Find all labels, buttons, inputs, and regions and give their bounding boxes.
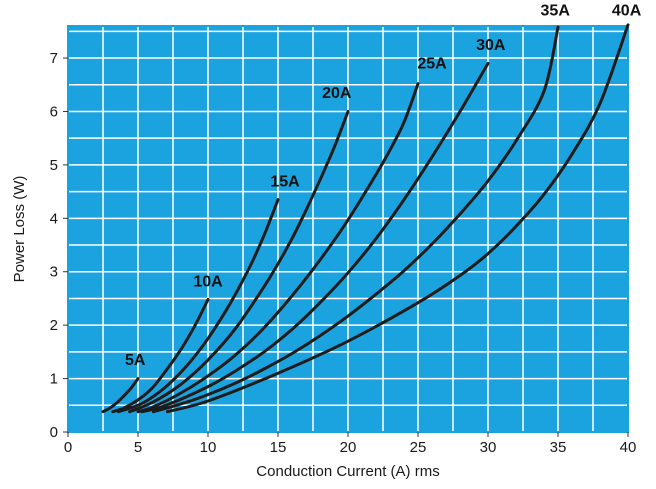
y-tick-label: 1 — [50, 371, 58, 388]
y-tick-label: 4 — [50, 210, 58, 227]
curve-label-25a: 25A — [417, 56, 447, 73]
x-axis-ticks: 0 5 10 15 20 25 30 35 40 — [64, 432, 637, 456]
y-tick-label: 5 — [50, 157, 58, 174]
y-tick-label: 0 — [50, 424, 58, 441]
curve-30a — [140, 61, 490, 414]
x-tick-label: 5 — [134, 439, 142, 456]
curve-25a — [136, 82, 420, 414]
x-tick-label: 25 — [410, 439, 427, 456]
y-tick-label: 2 — [50, 317, 58, 334]
curve-20a — [128, 110, 350, 414]
y-axis-label: Power Loss (W) — [11, 176, 28, 283]
curve-10a — [111, 298, 210, 414]
curve-15a — [116, 198, 280, 414]
curve-35a — [151, 25, 560, 414]
x-tick-label: 20 — [340, 439, 357, 456]
y-tick-label: 3 — [50, 264, 58, 281]
x-axis-label: Conduction Current (A) rms — [256, 463, 439, 480]
curves — [101, 23, 630, 414]
y-tick-label: 7 — [50, 50, 58, 67]
curve-label-35a: 35A — [541, 2, 571, 19]
curve-label-20a: 20A — [322, 85, 352, 102]
x-tick-label: 10 — [200, 439, 217, 456]
curve-label-15a: 15A — [270, 173, 300, 190]
curve-label-40a: 40A — [612, 2, 642, 19]
x-tick-label: 35 — [550, 439, 567, 456]
curve-5a — [101, 377, 140, 414]
x-tick-label: 40 — [620, 439, 637, 456]
curve-label-5a: 5A — [125, 352, 146, 369]
x-tick-label: 15 — [270, 439, 287, 456]
curve-40a — [165, 23, 630, 414]
curve-label-10a: 10A — [193, 274, 223, 291]
curve-labels: 5A 10A 15A 20A 25A 30A 35A 40A — [125, 2, 642, 369]
y-axis-ticks: 0 1 2 3 4 5 6 7 — [50, 50, 68, 441]
y-tick-label: 6 — [50, 103, 58, 120]
grid-lines — [68, 26, 628, 432]
curve-label-30a: 30A — [476, 37, 506, 54]
x-tick-label: 0 — [64, 439, 72, 456]
x-tick-label: 30 — [480, 439, 497, 456]
